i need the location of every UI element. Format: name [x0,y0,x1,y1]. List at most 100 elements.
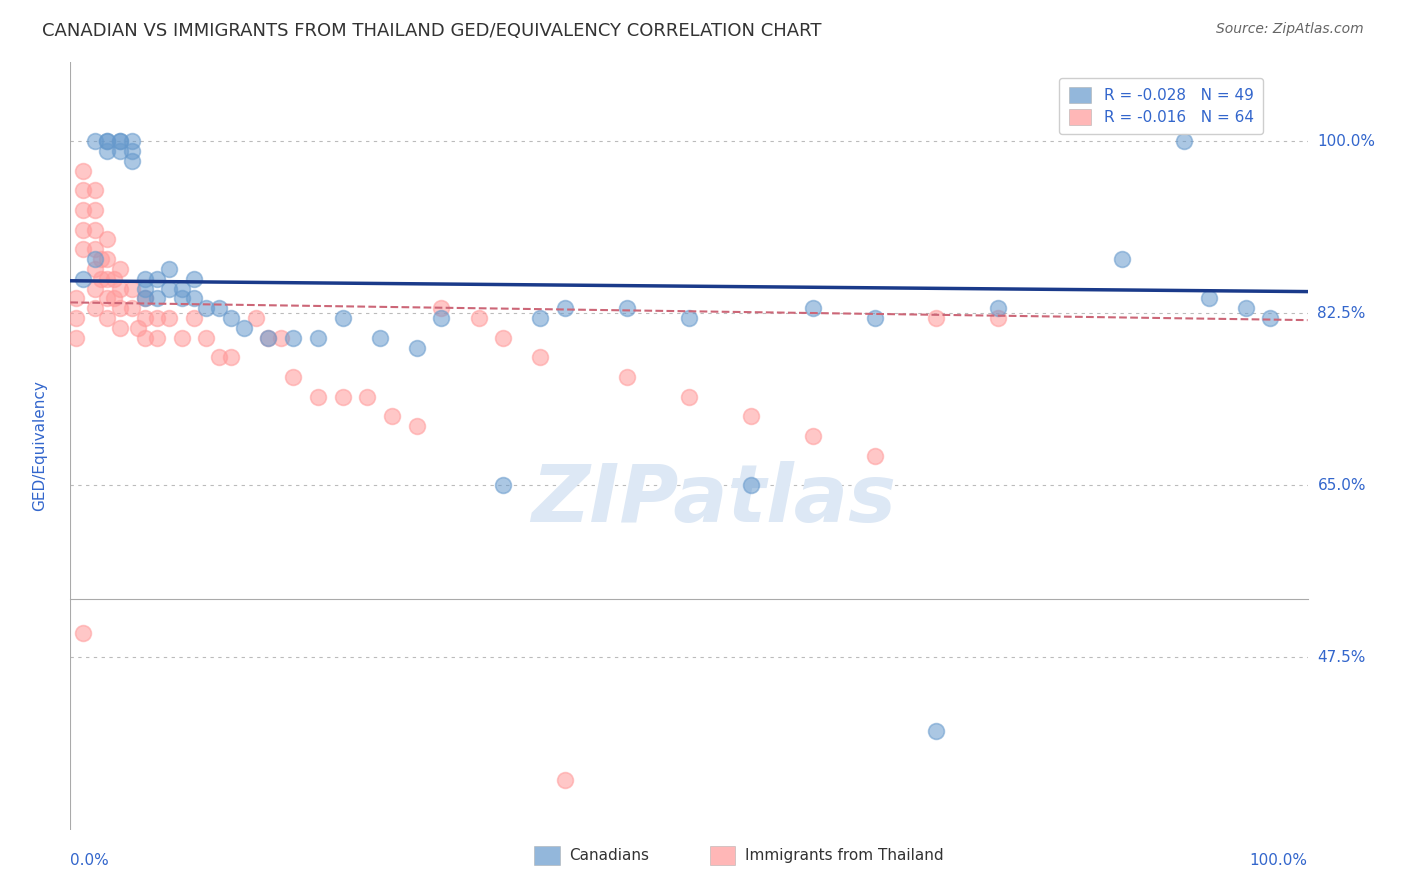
Point [183,292,205,306]
Point [616,370,638,384]
Point [170,282,193,296]
Point [96,252,118,267]
Point [84,202,107,217]
Point [925,311,948,326]
Point [108,144,131,158]
Point [121,144,143,158]
Point [529,311,551,326]
Point [208,301,231,316]
Point [740,409,762,424]
Point [332,311,354,326]
Text: GED/Equivalency: GED/Equivalency [32,381,46,511]
Point [72,222,94,236]
Point [405,341,427,355]
Point [134,311,156,326]
Point [987,301,1010,316]
Point [108,134,131,148]
Point [84,282,107,296]
Point [96,272,118,286]
Point [368,331,391,345]
Text: 100.0%: 100.0% [1250,853,1308,868]
Text: 82.5%: 82.5% [1317,306,1365,321]
Point [90,252,112,267]
Point [281,331,304,345]
Point [103,292,125,306]
Point [356,390,378,404]
Point [257,331,280,345]
Point [72,183,94,197]
Point [134,331,156,345]
Point [65,292,87,306]
Point [1234,301,1257,316]
Text: Immigrants from Thailand: Immigrants from Thailand [745,848,943,863]
Point [863,449,886,463]
Point [96,292,118,306]
Point [108,262,131,277]
Point [170,292,193,306]
Text: Canadians: Canadians [569,848,650,863]
Point [84,242,107,256]
Point [90,272,112,286]
Point [616,301,638,316]
Text: 47.5%: 47.5% [1317,650,1365,665]
Point [84,262,107,277]
Point [208,351,231,365]
Point [121,282,143,296]
Point [84,222,107,236]
Point [146,311,169,326]
Point [554,773,576,788]
Point [183,272,205,286]
Point [146,331,169,345]
Point [170,331,193,345]
Point [146,292,169,306]
Point [183,311,205,326]
Point [554,301,576,316]
Point [801,429,824,443]
Point [127,321,149,335]
Point [72,202,94,217]
Text: Source: ZipAtlas.com: Source: ZipAtlas.com [1216,22,1364,37]
Point [96,144,118,158]
Point [195,331,218,345]
Point [84,134,107,148]
Point [863,311,886,326]
Text: ZIPatlas: ZIPatlas [531,460,896,539]
Point [195,301,218,316]
Point [987,311,1010,326]
Point [108,134,131,148]
Point [381,409,404,424]
Text: CANADIAN VS IMMIGRANTS FROM THAILAND GED/EQUIVALENCY CORRELATION CHART: CANADIAN VS IMMIGRANTS FROM THAILAND GED… [42,22,821,40]
Point [678,390,700,404]
Text: 100.0%: 100.0% [1317,134,1375,149]
Point [219,351,242,365]
Point [96,232,118,246]
Point [1173,134,1195,148]
Point [134,292,156,306]
Point [84,252,107,267]
Point [307,331,329,345]
Point [529,351,551,365]
Point [257,331,280,345]
Point [65,331,87,345]
Point [678,311,700,326]
Point [232,321,254,335]
Point [925,724,948,739]
Point [72,242,94,256]
Point [121,153,143,168]
Point [801,301,824,316]
Point [430,311,453,326]
Point [219,311,242,326]
Point [134,272,156,286]
Point [740,478,762,492]
Point [72,163,94,178]
Point [270,331,292,345]
Point [467,311,489,326]
Point [72,625,94,640]
Text: 65.0%: 65.0% [1317,478,1367,493]
Point [332,390,354,404]
Point [108,321,131,335]
Point [1198,292,1220,306]
Point [157,262,180,277]
Point [157,282,180,296]
Text: 0.0%: 0.0% [70,853,110,868]
